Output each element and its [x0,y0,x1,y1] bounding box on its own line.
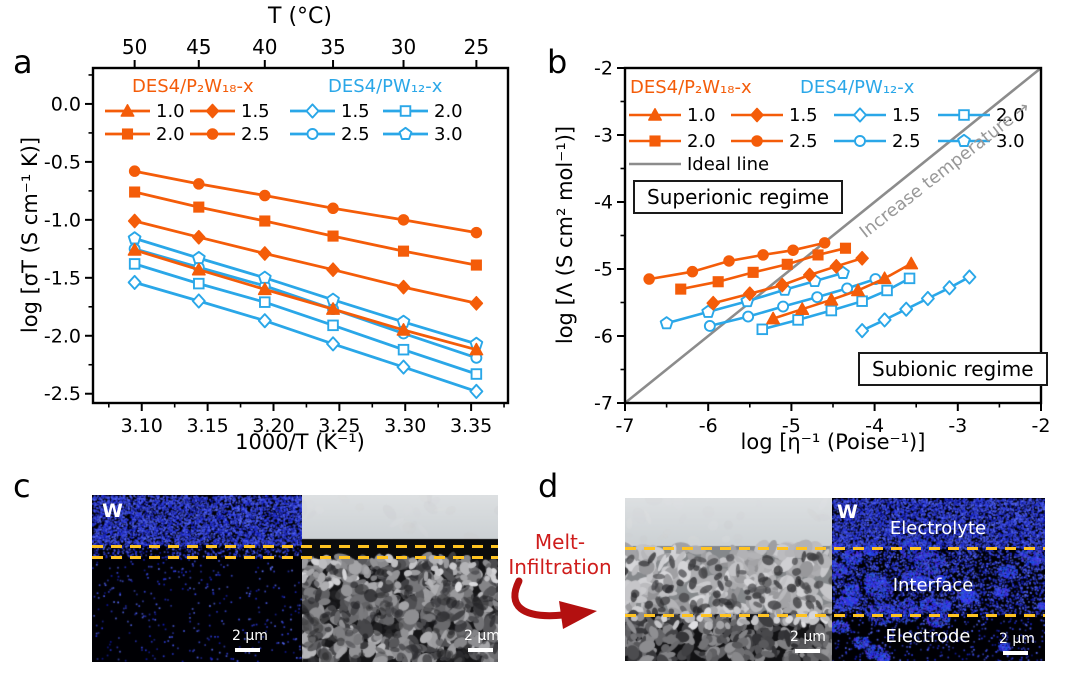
svg-text:-1.0: -1.0 [44,209,81,231]
svg-text:35: 35 [320,35,345,59]
svg-text:1.5: 1.5 [341,101,370,122]
series-blue-2.0 [130,259,481,379]
melt-infiltration-arrow [505,575,615,635]
figure-root: a b c d 3.10 3.15 3.20 3.25 3.30 3.35 0.0 -0.5-… [0,0,1080,685]
svg-text:3.30: 3.30 [384,415,426,437]
legend: DES4/P₂W₁₈-x DES4/PW₁₂-x 1.0 1.5 1.5 2.0 2.0 2.… [105,76,463,145]
svg-text:0.0: 0.0 [51,93,81,115]
panel-d-left-scalebar [795,649,820,653]
panel-d-letter: d [538,470,558,502]
svg-text:3.0: 3.0 [434,124,463,145]
series-blue-3.0 [129,232,483,349]
panel-c-interface-dash-upper [92,545,498,548]
panel-d-interface-label: Interface [893,575,974,596]
panel-d-electrolyte-interface-dash [625,547,1045,550]
subionic-regime-label: Subionic regime [858,352,1048,386]
svg-text:3.35: 3.35 [450,415,492,437]
svg-text:40: 40 [252,35,277,59]
panel-c-letter: c [13,470,31,502]
svg-text:1.5: 1.5 [789,105,818,126]
svg-text:DES4/PW₁₂-x: DES4/PW₁₂-x [328,76,443,97]
svg-text:-2: -2 [594,58,613,80]
panel-d-electrode-label: Electrode [886,626,971,647]
svg-text:1.0: 1.0 [156,101,185,122]
panel-c-left-scalebar [235,648,260,652]
svg-text:Ideal line: Ideal line [687,154,769,175]
svg-text:-7: -7 [594,393,613,415]
panel-a-top-axis-title: T (°C) [268,4,332,29]
svg-text:1.5: 1.5 [892,105,921,126]
svg-text:30: 30 [391,35,416,59]
svg-text:DES4/P₂W₁₈-x: DES4/P₂W₁₈-x [630,77,752,98]
panel-b-y-axis-title: log [Λ (S cm² mol⁻¹)] [553,126,577,344]
svg-text:3.15: 3.15 [186,415,228,437]
panel-d-right-scalebar-label: 2 μm [999,631,1035,647]
svg-text:3.10: 3.10 [121,415,163,437]
svg-text:1.0: 1.0 [687,105,716,126]
svg-text:1.5: 1.5 [241,101,270,122]
svg-text:2.0: 2.0 [687,131,716,152]
panel-c-interface-dash-lower [92,556,498,559]
panel-d-electrolyte-label: Electrolyte [890,518,986,539]
panel-d-left-scalebar-label: 2 μm [790,629,826,645]
svg-text:-6: -6 [699,415,718,437]
panel-d-element-w-label: W [837,503,858,522]
svg-text:-1.5: -1.5 [44,267,81,289]
svg-text:-2: -2 [1032,415,1051,437]
panel-b-x-axis-title: log [η⁻¹ (Poise⁻¹)] [741,430,926,454]
panel-d-micrograph: W Electrolyte Interface Electrode 2 μm 2… [625,498,1045,661]
svg-text:-5: -5 [594,259,613,281]
svg-text:2.5: 2.5 [892,131,921,152]
panel-c-eds-map [92,495,302,662]
svg-text:-3: -3 [948,415,967,437]
panel-d-right-scalebar [1003,651,1028,655]
svg-text:2.5: 2.5 [241,124,270,145]
melt-infiltration-label: Melt- Infiltration [495,530,625,580]
series-orange-2.0 [130,187,481,270]
svg-text:2.5: 2.5 [341,124,370,145]
panel-c-element-w-label: W [102,502,123,521]
svg-text:50: 50 [122,35,147,59]
svg-text:-7: -7 [616,415,635,437]
svg-text:2.0: 2.0 [156,124,185,145]
svg-text:45: 45 [186,35,211,59]
svg-text:2.0: 2.0 [434,101,463,122]
svg-text:2.5: 2.5 [789,131,818,152]
svg-text:-4: -4 [594,192,613,214]
svg-text:DES4/PW₁₂-x: DES4/PW₁₂-x [800,77,915,98]
svg-text:-0.5: -0.5 [44,151,81,173]
panel-c-left-scalebar-label: 2 μm [232,628,268,644]
charts-canvas: 3.10 3.15 3.20 3.25 3.30 3.35 0.0 -0.5 -1.0 -1.5 -… [0,0,1080,470]
svg-text:-2.0: -2.0 [44,325,81,347]
superionic-regime-label: Superionic regime [633,180,843,214]
melt-infiltration-line1: Melt- [495,530,625,555]
series-blue-2.5 [130,244,482,363]
panel-c-right-scalebar [468,648,493,652]
panel-c-micrograph: W 2 μm 2 μm [92,495,498,662]
panel-c-right-scalebar-label: 2 μm [464,628,498,644]
panel-d-interface-electrode-dash [625,614,1045,617]
panel-a-chart: 3.10 3.15 3.20 3.25 3.30 3.35 0.0 -0.5 -1.0 -1.5 -… [44,35,508,437]
svg-text:-3: -3 [594,125,613,147]
svg-text:-2.5: -2.5 [44,383,81,405]
svg-text:-6: -6 [594,326,613,348]
panel-a-y-axis-title: log [σT (S cm⁻¹ K)] [18,137,42,333]
svg-text:25: 25 [464,35,489,59]
panel-a-x-axis-title: 1000/T (K⁻¹) [235,430,365,454]
svg-text:DES4/P₂W₁₈-x: DES4/P₂W₁₈-x [132,76,254,97]
